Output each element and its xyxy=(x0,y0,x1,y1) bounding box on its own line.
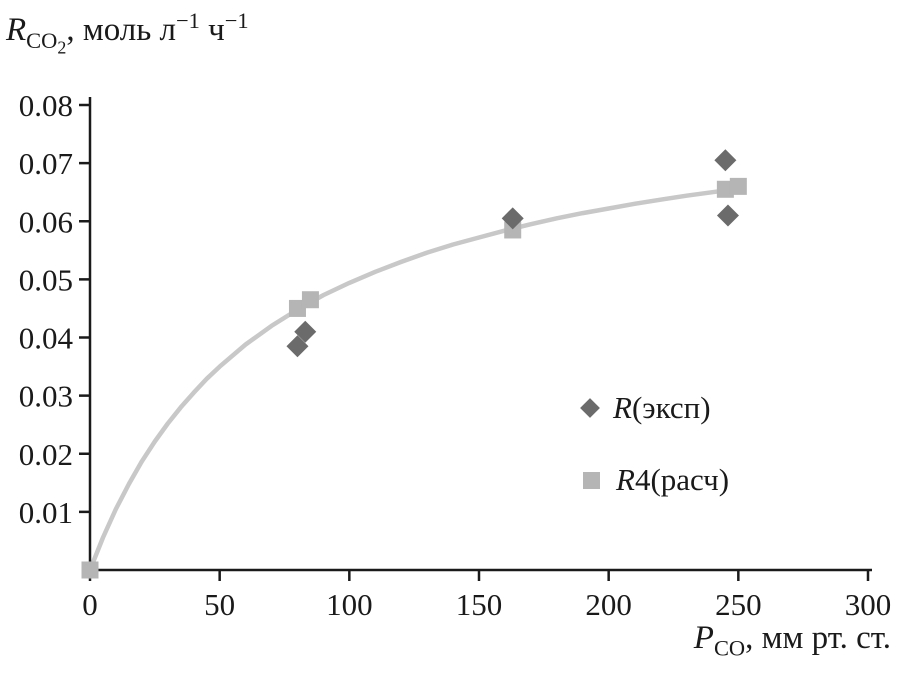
x-tick-label: 100 xyxy=(326,587,373,622)
x-tick-label: 200 xyxy=(585,587,632,622)
y-tick-label: 0.01 xyxy=(19,495,73,530)
data-point-diamond xyxy=(714,149,737,172)
data-point-diamond xyxy=(286,335,309,358)
x-tick-label: 0 xyxy=(82,587,98,622)
data-point-square xyxy=(301,291,319,309)
legend-item-calculated: R4(расч) xyxy=(583,444,729,516)
y-axis-variable-subscript: CO2 xyxy=(26,27,67,58)
x-axis-title: PCO, мм рт. ст. xyxy=(694,620,891,662)
x-tick-label: 150 xyxy=(456,587,503,622)
x-tick-label: 300 xyxy=(845,587,892,622)
data-point-square xyxy=(716,180,734,198)
data-point-square xyxy=(288,299,306,317)
data-point-square xyxy=(504,221,522,239)
data-point-diamond xyxy=(716,204,739,227)
legend-label-calculated: R4(расч) xyxy=(616,462,730,497)
y-tick-label: 0.05 xyxy=(19,262,73,297)
legend-square-icon xyxy=(583,471,600,489)
data-point-diamond xyxy=(294,320,317,343)
y-tick-label: 0.06 xyxy=(19,204,73,239)
y-axis-unit: , моль л xyxy=(66,12,176,48)
legend-item-experimental: R(эксп) xyxy=(580,372,729,444)
y-tick-label: 0.02 xyxy=(19,437,73,472)
y-tick-label: 0.04 xyxy=(19,321,74,356)
y-axis-title: RCO2, моль л−1 ч−1 xyxy=(6,8,249,58)
x-axis-unit: , мм рт. ст. xyxy=(745,620,891,656)
x-axis-variable-subscript: CO xyxy=(713,635,746,661)
legend-diamond-icon xyxy=(580,398,600,418)
data-point-diamond xyxy=(501,207,524,230)
y-axis-unit-exponent-2: −1 xyxy=(224,8,249,33)
data-point-square xyxy=(81,561,99,579)
data-point-square xyxy=(729,177,747,195)
y-tick-label: 0.07 xyxy=(19,146,73,181)
y-axis-unit-exponent-1: −1 xyxy=(176,8,200,33)
legend: R(эксп) R4(расч) xyxy=(580,372,729,516)
y-tick-label: 0.08 xyxy=(19,88,73,123)
x-tick-label: 50 xyxy=(204,587,235,622)
x-axis-variable: P xyxy=(693,620,714,656)
legend-label-experimental: R(эксп) xyxy=(613,390,711,425)
fit-curve xyxy=(87,185,746,573)
y-tick-label: 0.03 xyxy=(19,379,73,414)
x-tick-label: 250 xyxy=(715,587,762,622)
y-axis-variable: R xyxy=(6,12,27,48)
y-axis-unit-2: ч xyxy=(199,12,225,48)
